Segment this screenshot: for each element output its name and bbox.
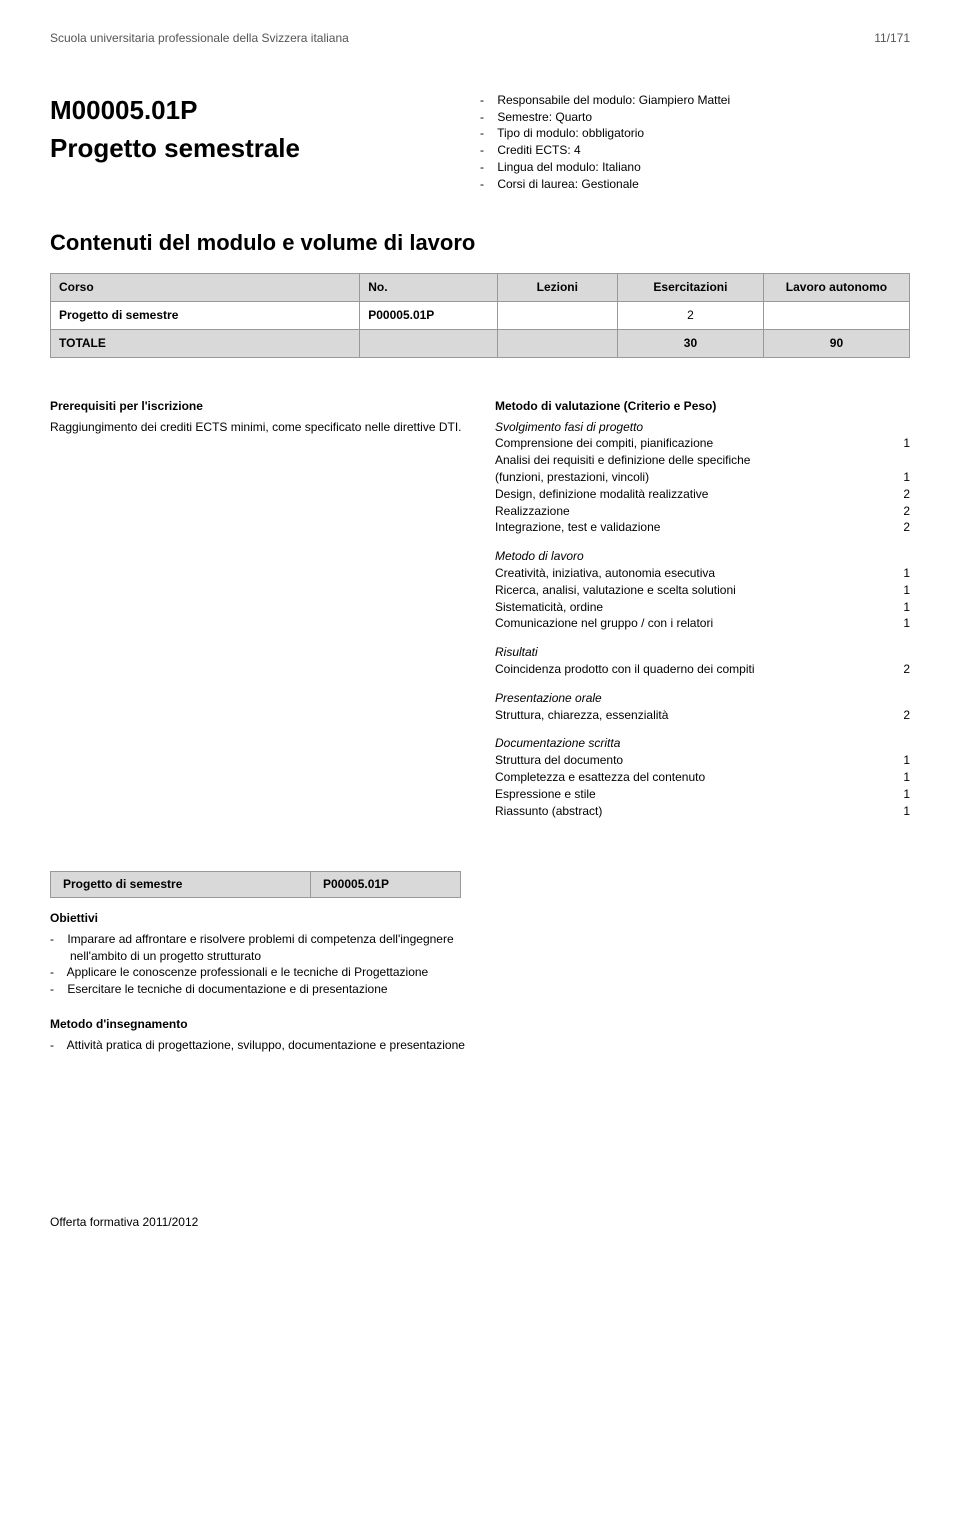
doc-l2-t: Completezza e esattezza del contenuto	[495, 769, 890, 786]
obiettivi-list: Imparare ad affrontare e risolvere probl…	[50, 931, 480, 998]
ml-l3-v: 1	[890, 599, 910, 616]
obiettivi-l3: Esercitare le tecniche di documentazione…	[50, 981, 480, 998]
evaluation-title: Metodo di valutazione (Criterio e Peso)	[495, 398, 910, 415]
eval-svolgimento: Svolgimento fasi di progetto Comprension…	[495, 419, 910, 537]
totale-lavoro: 90	[763, 329, 909, 357]
doc-head: Documentazione scritta	[495, 735, 910, 752]
sv-l2a: Analisi dei requisiti e definizione dell…	[495, 452, 910, 469]
sv-l5-t: Integrazione, test e validazione	[495, 519, 890, 536]
ml-l4-t: Comunicazione nel gruppo / con i relator…	[495, 615, 890, 632]
row-eser: 2	[617, 302, 763, 330]
sv-l2b-v: 1	[890, 469, 910, 486]
totale-lezioni	[497, 329, 617, 357]
course-box-label: Progetto di semestre	[51, 872, 311, 898]
meta-responsabile: Responsabile del modulo: Giampiero Matte…	[480, 92, 910, 109]
module-title: Progetto semestrale	[50, 130, 480, 166]
doc-l4-v: 1	[890, 803, 910, 820]
prereq-eval-row: Prerequisiti per l'iscrizione Raggiungim…	[50, 398, 910, 832]
doc-l1-v: 1	[890, 752, 910, 769]
table-total-row: TOTALE 30 90	[51, 329, 910, 357]
module-meta-list: Responsabile del modulo: Giampiero Matte…	[480, 92, 910, 193]
row-lavoro	[763, 302, 909, 330]
ml-l3-t: Sistematicità, ordine	[495, 599, 890, 616]
metodo-ins-l1: Attività pratica di progettazione, svilu…	[50, 1037, 480, 1054]
doc-l2-v: 1	[890, 769, 910, 786]
ris-l1-t: Coincidenza prodotto con il quaderno dei…	[495, 661, 890, 678]
pres-l1-t: Struttura, chiarezza, essenzialità	[495, 707, 890, 724]
eval-documentazione: Documentazione scritta Struttura del doc…	[495, 735, 910, 819]
module-header: M00005.01P Progetto semestrale Responsab…	[50, 92, 910, 193]
row-no: P00005.01P	[360, 302, 497, 330]
table-header-row: Corso No. Lezioni Esercitazioni Lavoro a…	[51, 274, 910, 302]
metodo-ins-title: Metodo d'insegnamento	[50, 1016, 480, 1033]
obiettivi-l1: Imparare ad affrontare e risolvere probl…	[50, 931, 480, 965]
sv-l1-v: 1	[890, 435, 910, 452]
page-footer: Offerta formativa 2011/2012	[50, 1214, 910, 1231]
workload-table: Corso No. Lezioni Esercitazioni Lavoro a…	[50, 273, 910, 357]
obiettivi-section: Obiettivi Imparare ad affrontare e risol…	[50, 910, 480, 1054]
institution-name: Scuola universitaria professionale della…	[50, 30, 349, 47]
meta-crediti: Crediti ECTS: 4	[480, 142, 910, 159]
obiettivi-l2: Applicare le conoscenze professionali e …	[50, 964, 480, 981]
obiettivi-title: Obiettivi	[50, 910, 480, 927]
meta-semestre: Semestre: Quarto	[480, 109, 910, 126]
doc-l1-t: Struttura del documento	[495, 752, 890, 769]
eval-presentazione: Presentazione orale Struttura, chiarezza…	[495, 690, 910, 724]
totale-label: TOTALE	[51, 329, 360, 357]
meta-corsi: Corsi di laurea: Gestionale	[480, 176, 910, 193]
metodo-ins-list: Attività pratica di progettazione, svilu…	[50, 1037, 480, 1054]
course-box: Progetto di semestre P00005.01P	[50, 871, 461, 898]
col-esercitazioni: Esercitazioni	[617, 274, 763, 302]
ml-head: Metodo di lavoro	[495, 548, 910, 565]
meta-lingua: Lingua del modulo: Italiano	[480, 159, 910, 176]
table-row: Progetto di semestre P00005.01P 2	[51, 302, 910, 330]
sv-l5-v: 2	[890, 519, 910, 536]
pres-l1-v: 2	[890, 707, 910, 724]
pres-head: Presentazione orale	[495, 690, 910, 707]
col-lezioni: Lezioni	[497, 274, 617, 302]
totale-no	[360, 329, 497, 357]
page-header: Scuola universitaria professionale della…	[50, 30, 910, 47]
sv-l3-v: 2	[890, 486, 910, 503]
col-lavoro: Lavoro autonomo	[763, 274, 909, 302]
col-no: No.	[360, 274, 497, 302]
ris-l1-v: 2	[890, 661, 910, 678]
sv-l3-t: Design, definizione modalità realizzativ…	[495, 486, 890, 503]
row-label: Progetto di semestre	[51, 302, 360, 330]
ml-l2-v: 1	[890, 582, 910, 599]
prereq-text: Raggiungimento dei crediti ECTS minimi, …	[50, 419, 465, 436]
sv-l4-t: Realizzazione	[495, 503, 890, 520]
prereq-column: Prerequisiti per l'iscrizione Raggiungim…	[50, 398, 465, 832]
sv-l4-v: 2	[890, 503, 910, 520]
totale-eser: 30	[617, 329, 763, 357]
doc-l4-t: Riassunto (abstract)	[495, 803, 890, 820]
page-number: 11/171	[874, 30, 910, 47]
ml-l4-v: 1	[890, 615, 910, 632]
col-corso: Corso	[51, 274, 360, 302]
ml-l2-t: Ricerca, analisi, valutazione e scelta s…	[495, 582, 890, 599]
eval-risultati: Risultati Coincidenza prodotto con il qu…	[495, 644, 910, 678]
contents-heading: Contenuti del modulo e volume di lavoro	[50, 228, 910, 259]
ris-head: Risultati	[495, 644, 910, 661]
doc-l3-t: Espressione e stile	[495, 786, 890, 803]
row-lezioni	[497, 302, 617, 330]
sv-l1-t: Comprensione dei compiti, pianificazione	[495, 435, 890, 452]
prereq-title: Prerequisiti per l'iscrizione	[50, 398, 465, 415]
ml-l1-t: Creatività, iniziativa, autonomia esecut…	[495, 565, 890, 582]
meta-tipo: Tipo di modulo: obbligatorio	[480, 125, 910, 142]
doc-l3-v: 1	[890, 786, 910, 803]
eval-metodo-lavoro: Metodo di lavoro Creatività, iniziativa,…	[495, 548, 910, 632]
svolgimento-head: Svolgimento fasi di progetto	[495, 419, 910, 436]
ml-l1-v: 1	[890, 565, 910, 582]
evaluation-column: Metodo di valutazione (Criterio e Peso) …	[495, 398, 910, 832]
course-box-no: P00005.01P	[311, 872, 461, 898]
sv-l2b-t: (funzioni, prestazioni, vincoli)	[495, 469, 890, 486]
module-code: M00005.01P	[50, 92, 480, 128]
